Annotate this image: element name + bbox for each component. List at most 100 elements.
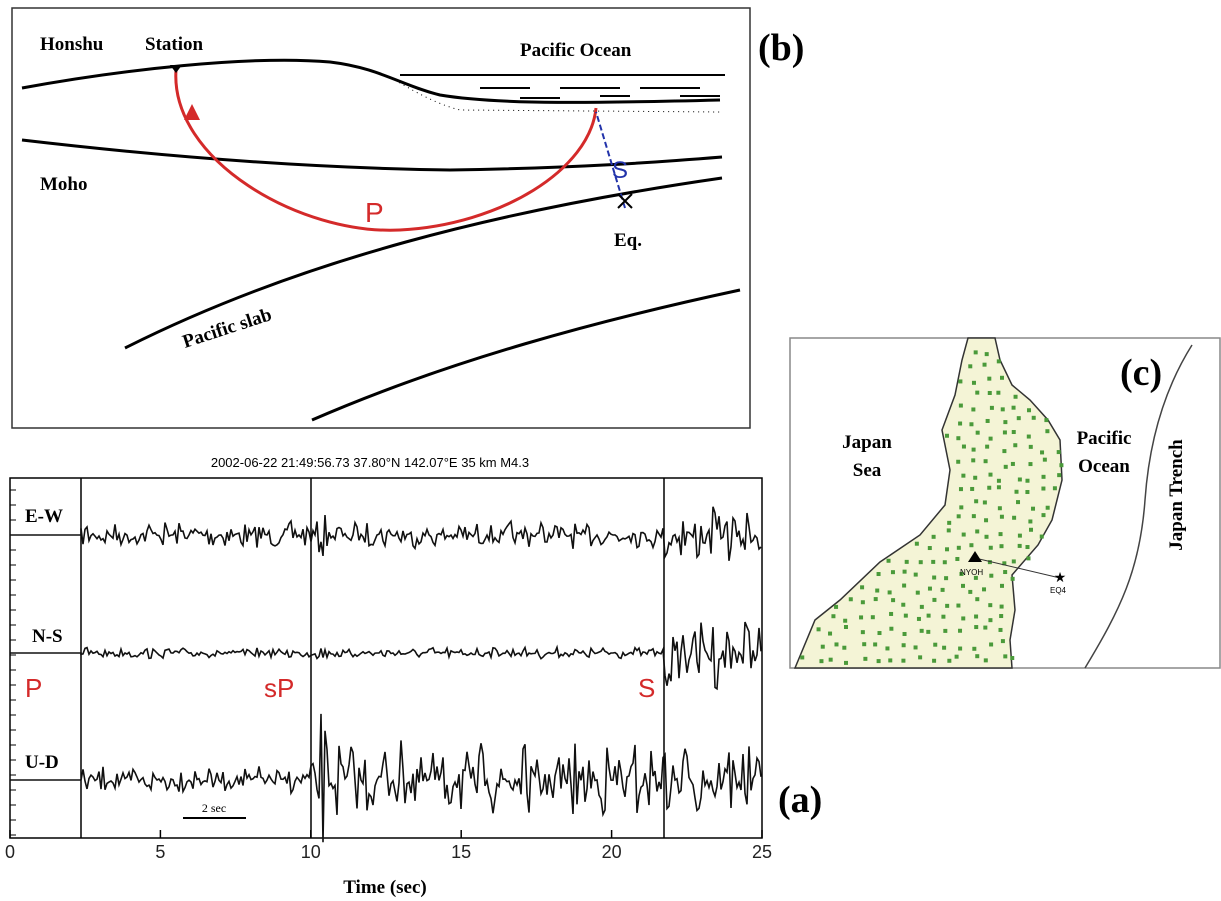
station-dot	[913, 645, 918, 650]
land	[793, 337, 1063, 669]
station-dot	[947, 520, 952, 525]
station-dot	[1026, 434, 1031, 439]
station-dot	[932, 575, 937, 580]
station-dot	[971, 447, 976, 452]
station-dot	[875, 588, 880, 593]
station-dot	[1003, 464, 1008, 469]
station-dot	[996, 359, 1001, 364]
station-dot	[1041, 474, 1046, 479]
station-dot	[945, 603, 950, 608]
station-dot	[975, 390, 980, 395]
station-dot	[915, 590, 920, 595]
station-dot	[886, 558, 891, 563]
station-dot	[927, 546, 932, 551]
station-dot	[982, 587, 987, 592]
label: Eq.	[614, 230, 642, 251]
station-dot	[931, 559, 936, 564]
station-dot	[982, 362, 987, 367]
station-dot	[961, 532, 966, 537]
panel-label: (c)	[1120, 352, 1162, 394]
station-dot	[1026, 556, 1031, 561]
station-dot	[1056, 450, 1061, 455]
station-dot	[1016, 416, 1021, 421]
station-dot	[1010, 576, 1015, 581]
station-dot	[800, 655, 805, 660]
label: Pacific	[1077, 428, 1132, 449]
panel-label: (b)	[758, 27, 804, 69]
station-dot	[987, 390, 992, 395]
station-dot	[1003, 654, 1008, 659]
station-dot	[932, 597, 937, 602]
station-dot	[961, 473, 966, 478]
station-dot	[1045, 429, 1050, 434]
station-dot	[971, 380, 976, 385]
station-dot	[970, 486, 975, 491]
label: Pacific Ocean	[520, 40, 632, 61]
station-dot	[987, 560, 992, 565]
station-dot	[816, 627, 821, 632]
station-dot	[956, 436, 961, 441]
station-dot	[989, 573, 994, 578]
x-tick-label: 15	[451, 842, 471, 862]
station-dot	[927, 586, 932, 591]
slab-top	[124, 176, 723, 350]
station-dot	[998, 627, 1003, 632]
panel-c: ★ NYOH EQ4 Japan Sea Pacific Ocean Japan…	[789, 337, 1221, 669]
station-dot	[956, 459, 961, 464]
hypocenter	[617, 193, 633, 209]
station-dot	[987, 376, 992, 381]
trace-label: U-D	[25, 752, 59, 773]
station-marker	[968, 551, 982, 562]
waveform	[10, 506, 762, 561]
station-dot	[876, 659, 881, 664]
station-dot	[1011, 430, 1016, 435]
waveform	[10, 713, 762, 843]
station-dot	[870, 615, 875, 620]
ray-arrow	[184, 104, 200, 120]
station-dot	[904, 559, 909, 564]
station-dot	[968, 589, 973, 594]
station-dot	[1041, 513, 1046, 518]
station-dot	[1000, 407, 1005, 412]
station-dot	[1002, 430, 1007, 435]
station-dot	[1029, 527, 1034, 532]
water-lines	[480, 87, 720, 99]
phase-label: sP	[264, 673, 294, 703]
station-dot	[819, 659, 824, 664]
event-label: EQ4	[1050, 586, 1067, 595]
station-dot	[982, 500, 987, 505]
station-dot	[1017, 543, 1022, 548]
station-dot	[945, 547, 950, 552]
station-dot	[941, 614, 946, 619]
p-ray	[174, 69, 598, 232]
station-dot	[1028, 519, 1033, 524]
station-dot	[998, 532, 1003, 537]
station-dot	[1014, 489, 1019, 494]
station-dot	[959, 571, 964, 576]
label: Moho	[40, 174, 88, 195]
station-dot	[943, 628, 948, 633]
station-dot	[919, 628, 924, 633]
station-dot	[1011, 559, 1016, 564]
station-dot	[974, 499, 979, 504]
station-dot	[1028, 462, 1033, 467]
station-dot	[889, 611, 894, 616]
panel-label: (a)	[778, 779, 822, 821]
station-marker	[170, 65, 182, 73]
phase-label: S	[638, 673, 655, 703]
station-dot	[828, 631, 833, 636]
station-dot	[1028, 444, 1033, 449]
station-dot	[958, 421, 963, 426]
station-dot	[926, 629, 931, 634]
station-dot	[975, 597, 980, 602]
station-dot	[889, 626, 894, 631]
station-dot	[968, 364, 973, 369]
station-dot	[1016, 500, 1021, 505]
station-dot	[933, 642, 938, 647]
station-label: NYOH	[960, 568, 983, 577]
station-dot	[996, 478, 1001, 483]
station-dot	[820, 644, 825, 649]
station-dot	[999, 583, 1004, 588]
station-dot	[1031, 506, 1036, 511]
station-dot	[969, 422, 974, 427]
